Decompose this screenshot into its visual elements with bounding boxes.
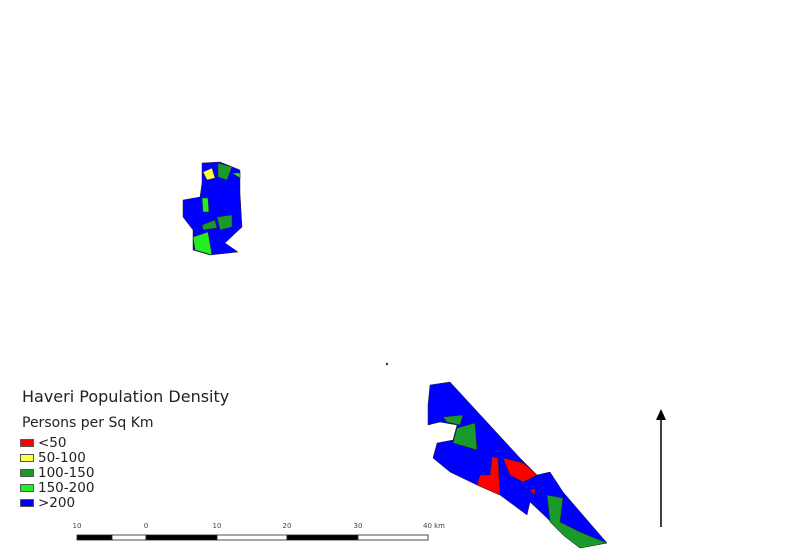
- scale-tick: 30: [353, 522, 363, 530]
- legend-item: 150-200: [20, 479, 95, 496]
- map-region-north: [182, 161, 243, 256]
- legend-swatch: [20, 453, 34, 462]
- scale-tick: 40 km: [422, 522, 446, 530]
- legend-subtitle: Persons per Sq Km: [22, 415, 154, 431]
- legend-item: 100-150: [20, 464, 95, 481]
- scale-bar: [76, 534, 429, 541]
- legend-swatch: [20, 438, 34, 447]
- district-lt50: [502, 457, 538, 483]
- district-100-150: [546, 494, 608, 549]
- district-150-200: [201, 197, 210, 213]
- legend-swatch: [20, 483, 34, 492]
- legend-label: 100-150: [38, 464, 95, 481]
- scale-tick: 0: [143, 522, 149, 530]
- scale-tick: 10: [212, 522, 222, 530]
- legend-swatch: [20, 468, 34, 477]
- legend-title: Haveri Population Density: [22, 387, 230, 406]
- legend-label: <50: [38, 434, 67, 451]
- map-point: [385, 362, 389, 366]
- district-100-150: [217, 162, 233, 181]
- district-150-200: [192, 231, 213, 256]
- map-region-south: [427, 381, 608, 549]
- legend-label: >200: [38, 494, 76, 511]
- scale-tick: 10: [72, 522, 82, 530]
- district-lt50: [529, 488, 536, 496]
- legend-swatch: [20, 498, 34, 507]
- legend-item: <50: [20, 434, 94, 451]
- legend-item: >200: [20, 494, 94, 511]
- legend: <50 50-100 100-150 150-200 >200: [20, 434, 95, 511]
- district-100-150: [442, 414, 464, 426]
- legend-item: 50-100: [20, 449, 94, 466]
- district-100-150: [216, 214, 233, 231]
- north-arrow-icon: [656, 409, 666, 527]
- district-150-200: [231, 172, 241, 179]
- legend-label: 150-200: [38, 479, 95, 496]
- district-100-150: [452, 422, 478, 451]
- district-50-100: [202, 167, 216, 181]
- legend-label: 50-100: [38, 449, 86, 466]
- district-100-150: [201, 219, 218, 231]
- scale-tick: 20: [282, 522, 292, 530]
- district-lt50: [476, 456, 501, 496]
